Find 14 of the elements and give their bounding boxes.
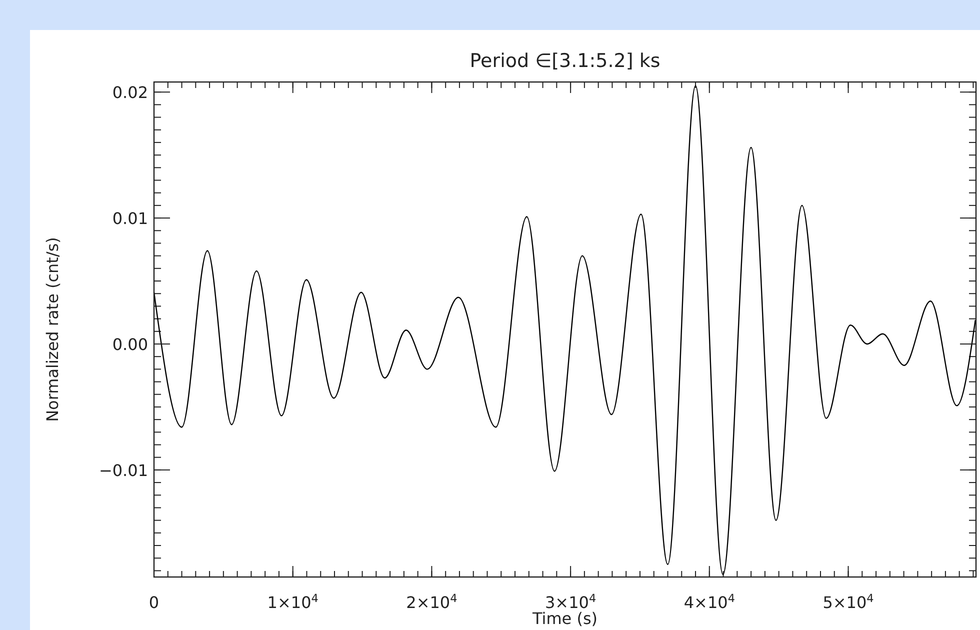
x-tick-label: 3×10$^{4}$ — [545, 592, 596, 612]
x-axis-title: Time (s) — [531, 609, 598, 628]
chart-title: Period ∈[3.1:5.2] ks — [470, 50, 660, 72]
y-tick-label: 0.02 — [112, 83, 148, 102]
x-tick-label: 2×10$^{4}$ — [406, 592, 458, 612]
line-series — [153, 85, 976, 576]
x-tick-label: 4×10$^{4}$ — [684, 592, 735, 612]
x-tick-label: 0 — [148, 593, 160, 612]
y-tick-label: 0.01 — [112, 209, 148, 228]
x-tick-label: 5×10$^{4}$ — [822, 592, 874, 612]
y-tick-label: 0.00 — [112, 334, 148, 354]
y-axis-title: Normalized rate (cnt/s) — [43, 237, 62, 422]
y-tick-label: −0.01 — [98, 460, 148, 480]
x-tick-label: 1×10$^{4}$ — [267, 592, 318, 612]
